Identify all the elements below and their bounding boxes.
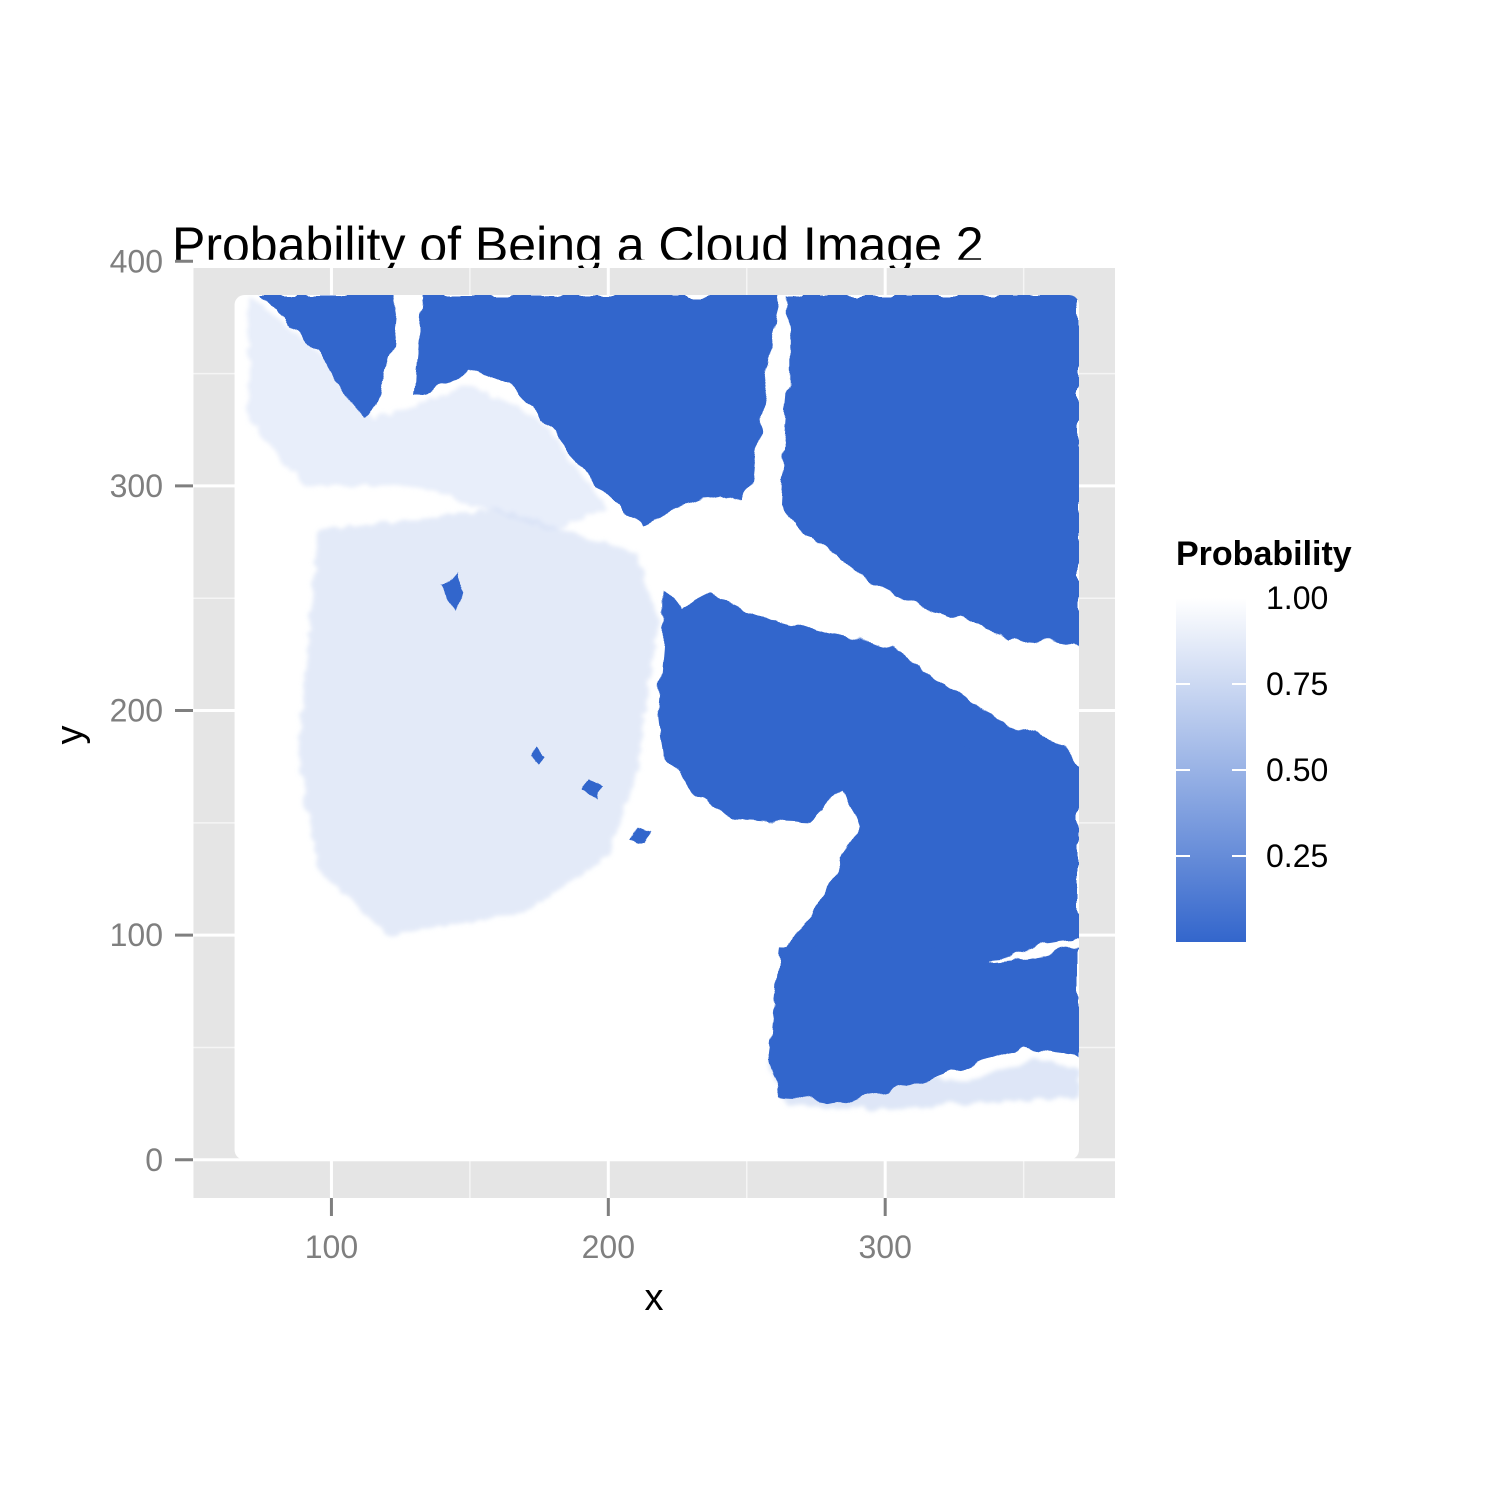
legend-title: Probability [1176, 535, 1352, 573]
heatmap-region-spot-2 [580, 780, 606, 801]
legend-ticks: 1.00 0.75 0.50 0.25 [1176, 580, 1328, 874]
legend-tick-label: 1.00 [1266, 580, 1328, 616]
legend-tick-label: 0.25 [1266, 838, 1328, 874]
heatmap-region-lower-right-clear [768, 946, 1079, 1104]
heatmap-region-spot-1 [530, 746, 548, 765]
x-tick-label: 300 [858, 1229, 911, 1265]
heatmap-region-dappled-interior [298, 508, 659, 936]
y-tick-label: 200 [110, 693, 163, 729]
x-axis-ticks: 100 200 300 [305, 1198, 912, 1265]
heatmap-region-inlet-clear [658, 587, 1079, 1066]
y-tick-label: 300 [110, 468, 163, 504]
heatmap-region-right-clear [780, 295, 1079, 648]
y-axis-title: y [49, 726, 91, 745]
heatmap-region-spot-4 [442, 571, 465, 610]
heatmap-region-top-left-clear [234, 295, 398, 419]
chart-title: Probability of Being a Cloud Image 2 [172, 217, 984, 273]
heatmap-region-spot-5 [954, 742, 977, 760]
x-tick-label: 200 [582, 1229, 635, 1265]
heatmap-region-top-band-clear [414, 295, 780, 527]
x-axis-title: x [645, 1277, 664, 1319]
heatmap-region-spot-3 [630, 825, 650, 844]
legend: Probability 1.00 0.75 0.50 0.25 [1176, 535, 1352, 942]
heatmap-low-probability-layer [234, 295, 1079, 1104]
x-tick-label: 100 [305, 1229, 358, 1265]
y-tick-label: 0 [145, 1142, 163, 1178]
heatmap [234, 294, 1080, 1160]
y-tick-label: 100 [110, 917, 163, 953]
legend-tick-label: 0.50 [1266, 752, 1328, 788]
heatmap-region-upper-left-fringe [248, 295, 609, 531]
y-tick-label: 400 [110, 243, 163, 279]
y-axis-ticks: 0 100 200 300 400 [110, 243, 193, 1178]
legend-tick-label: 0.75 [1266, 666, 1328, 702]
